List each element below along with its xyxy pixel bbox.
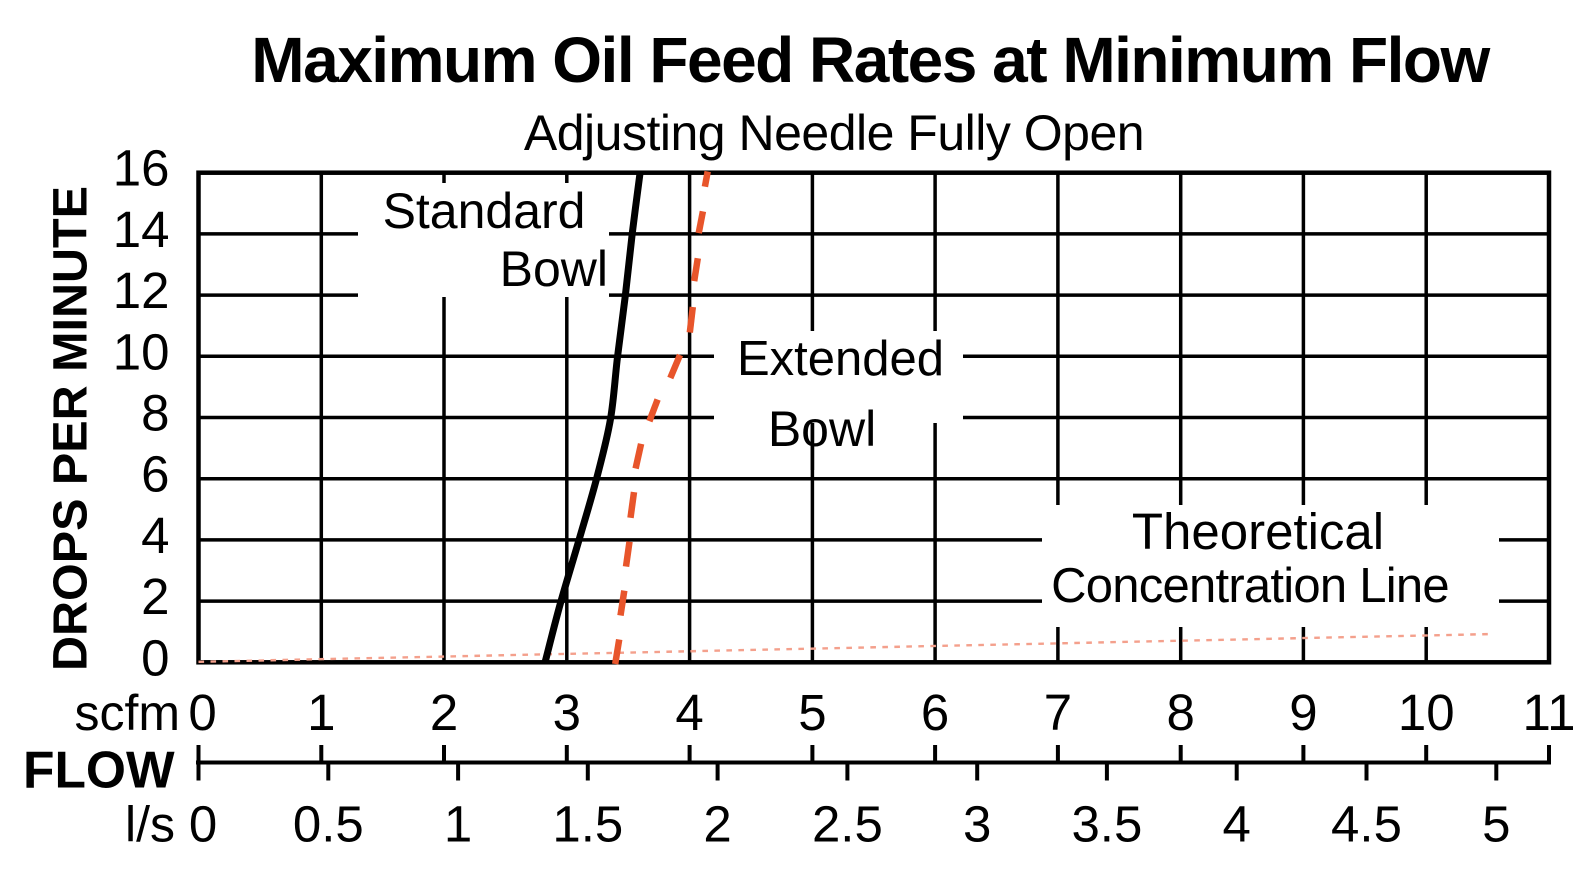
svg-text:Bowl: Bowl bbox=[500, 241, 608, 297]
svg-text:16: 16 bbox=[113, 140, 170, 197]
svg-text:4: 4 bbox=[1223, 796, 1251, 853]
svg-text:0: 0 bbox=[189, 796, 217, 853]
svg-text:3.5: 3.5 bbox=[1071, 796, 1142, 853]
svg-text:5: 5 bbox=[798, 684, 826, 741]
svg-text:0: 0 bbox=[141, 629, 169, 686]
svg-text:0: 0 bbox=[188, 684, 216, 741]
svg-text:Theoretical: Theoretical bbox=[1132, 503, 1384, 560]
svg-text:Adjusting Needle Fully Open: Adjusting Needle Fully Open bbox=[524, 105, 1144, 161]
svg-text:8: 8 bbox=[141, 385, 169, 442]
svg-text:DROPS PER MINUTE: DROPS PER MINUTE bbox=[44, 186, 98, 671]
svg-text:3: 3 bbox=[963, 796, 991, 853]
svg-text:14: 14 bbox=[113, 201, 170, 258]
svg-text:1.5: 1.5 bbox=[552, 796, 623, 853]
svg-text:10: 10 bbox=[113, 323, 170, 380]
svg-text:4: 4 bbox=[141, 507, 169, 564]
svg-text:12: 12 bbox=[113, 262, 170, 319]
svg-text:6: 6 bbox=[921, 684, 949, 741]
svg-text:6: 6 bbox=[141, 446, 169, 503]
svg-text:2.5: 2.5 bbox=[812, 796, 883, 853]
svg-text:9: 9 bbox=[1289, 684, 1317, 741]
svg-text:10: 10 bbox=[1398, 684, 1455, 741]
svg-text:3: 3 bbox=[553, 684, 581, 741]
svg-text:4: 4 bbox=[675, 684, 703, 741]
svg-text:Standard: Standard bbox=[383, 183, 586, 239]
svg-text:8: 8 bbox=[1167, 684, 1195, 741]
svg-text:scfm: scfm bbox=[74, 685, 180, 741]
svg-text:5: 5 bbox=[1482, 796, 1510, 853]
svg-text:Maximum Oil Feed Rates at Mini: Maximum Oil Feed Rates at Minimum Flow bbox=[251, 24, 1490, 96]
svg-text:2: 2 bbox=[430, 684, 458, 741]
svg-text:2: 2 bbox=[141, 568, 169, 625]
svg-text:1: 1 bbox=[307, 684, 335, 741]
svg-text:11: 11 bbox=[1523, 684, 1576, 741]
svg-text:FLOW: FLOW bbox=[23, 741, 175, 799]
svg-text:7: 7 bbox=[1044, 684, 1072, 741]
svg-text:0.5: 0.5 bbox=[293, 796, 364, 853]
svg-text:2: 2 bbox=[703, 796, 731, 853]
svg-text:Extended: Extended bbox=[737, 332, 944, 386]
svg-text:4.5: 4.5 bbox=[1331, 796, 1402, 853]
svg-text:1: 1 bbox=[444, 796, 472, 853]
svg-text:l/s: l/s bbox=[125, 797, 175, 853]
svg-text:Concentration Line: Concentration Line bbox=[1051, 559, 1449, 613]
svg-text:Bowl: Bowl bbox=[768, 401, 876, 457]
